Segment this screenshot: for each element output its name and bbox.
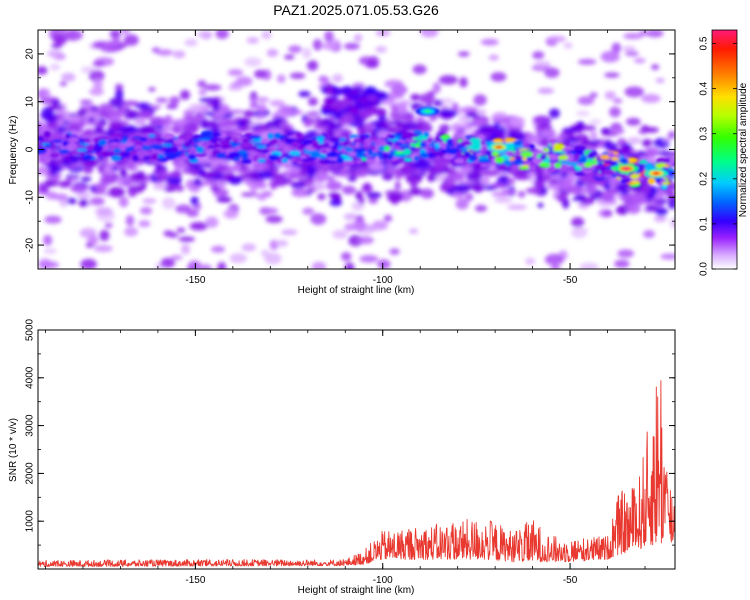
spectrogram-y-tick-label: -10: [25, 190, 36, 205]
spectrogram-x-ticks: -150 -100 -50: [45, 30, 646, 286]
colorbar-tick-label: 0.2: [699, 171, 710, 185]
snr-series-line: [38, 380, 675, 568]
spectrogram-y-tick-label: 20: [25, 48, 36, 60]
colorbar-tick-label: 0.1: [699, 217, 710, 231]
snr-y-tick-label: 5000: [25, 318, 36, 341]
snr-x-tick-label: -100: [373, 575, 393, 586]
spectrogram-y-tick-label: 10: [25, 96, 36, 108]
colorbar-tick-label: 0.3: [699, 126, 710, 140]
snr-x-tick-label: -50: [563, 575, 578, 586]
snr-x-ticks: -150 -100 -50: [45, 330, 646, 586]
colorbar-tick-label: 0.4: [699, 81, 710, 95]
snr-x-axis-label: Height of straight line (km): [298, 585, 415, 596]
spectrogram-y-ticks: -20 -10 0 10 20: [25, 29, 675, 270]
snr-y-tick-label: 3000: [25, 414, 36, 437]
snr-y-ticks: 1000 2000 3000 4000 5000: [25, 318, 675, 546]
spectrogram-y-tick-label: 0: [25, 146, 36, 152]
snr-panel: -150 -100 -50 1000 2000 3000 4000 5000 Height …: [8, 318, 676, 596]
colorbar-label: Normalized spectral amplitude: [738, 82, 749, 217]
snr-y-tick-label: 2000: [25, 462, 36, 485]
snr-y-tick-label: 4000: [25, 366, 36, 389]
snr-y-axis-label: SNR (10 * v/v): [8, 418, 19, 482]
spectrogram-x-tick-label: -100: [373, 275, 393, 286]
spectrogram-x-axis-label: Height of straight line (km): [298, 285, 415, 296]
spectrogram-x-tick-label: -150: [185, 275, 205, 286]
spectrogram-heatmap: [38, 30, 675, 269]
figure-title: PAZ1.2025.071.05.53.G26: [273, 2, 439, 18]
snr-plot-area: [38, 330, 675, 569]
colorbar: 0.0 0.1 0.2 0.3 0.4 0.5 Normalized spectral a…: [699, 29, 749, 276]
snr-y-tick-label: 1000: [25, 510, 36, 533]
colorbar-tick-label: 0.5: [699, 36, 710, 50]
colorbar-ticks: 0.0 0.1 0.2 0.3 0.4 0.5: [699, 36, 737, 276]
spectrogram-y-tick-label: -20: [25, 237, 36, 252]
spectrogram-y-axis-label: Frequency (Hz): [8, 116, 19, 185]
colorbar-gradient: [711, 29, 738, 270]
spectrogram-x-tick-label: -50: [563, 275, 578, 286]
colorbar-tick-label: 0.0: [699, 262, 710, 276]
snr-x-tick-label: -150: [185, 575, 205, 586]
